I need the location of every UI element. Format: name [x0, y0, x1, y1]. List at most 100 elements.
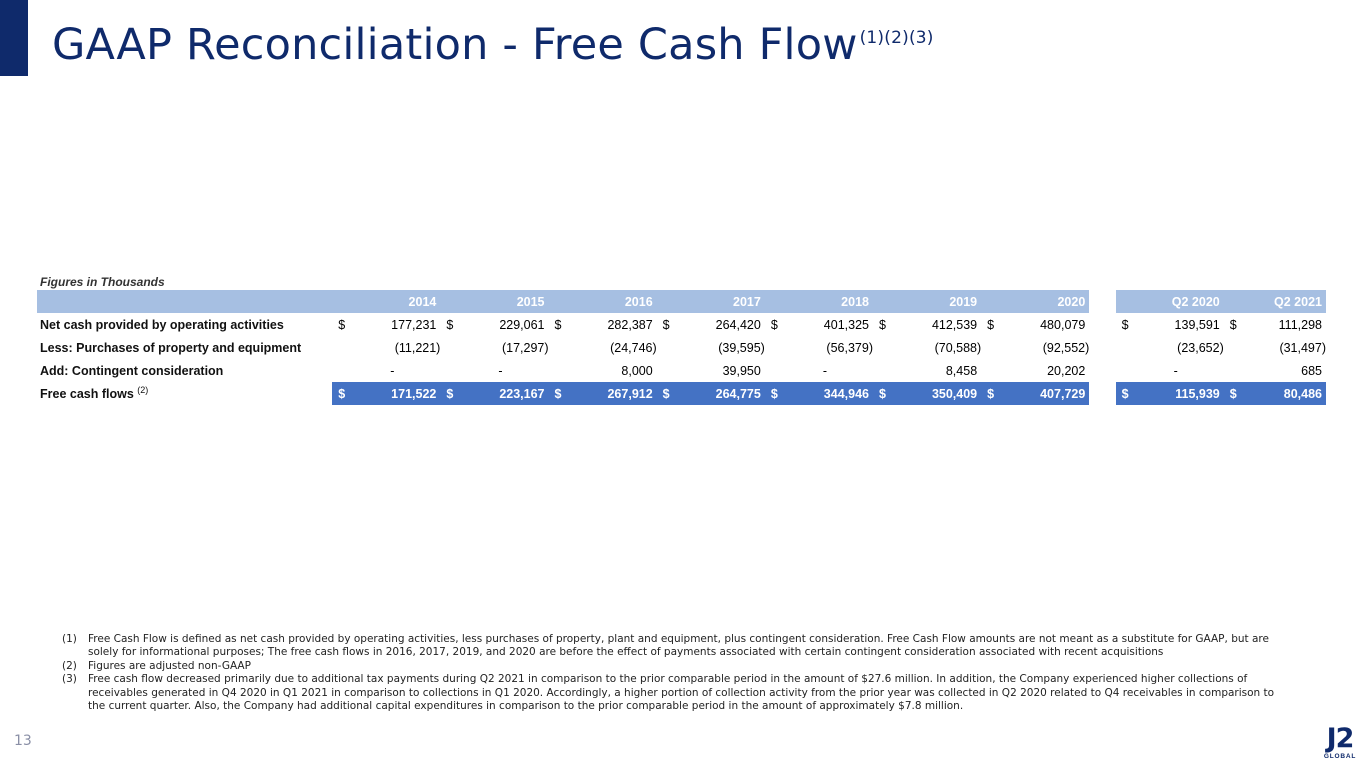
total-value-cell: 267,912	[560, 382, 657, 405]
total-row-label: Free cash flows (2)	[37, 382, 333, 405]
currency-symbol: $	[1229, 317, 1237, 332]
column-gap	[1089, 336, 1115, 359]
header-year: 2018	[764, 290, 873, 313]
value-cell: 401,325	[823, 317, 869, 332]
value-cell: 685	[1301, 363, 1322, 378]
currency-symbol: $	[662, 317, 670, 332]
header-year: 2015	[440, 290, 549, 313]
value-cell: 229,061	[499, 317, 545, 332]
value-cell: 39,950	[722, 363, 761, 378]
header-year: 2014	[332, 290, 441, 313]
currency-symbol: $	[987, 317, 995, 332]
header-year: 2019	[872, 290, 982, 313]
value-cell: (17,297)	[501, 340, 549, 355]
total-value-cell: 344,946	[776, 382, 873, 405]
column-gap	[1089, 290, 1116, 313]
value-cell: 480,079	[1040, 317, 1086, 332]
footnote-number: (1)	[62, 633, 77, 645]
footnote-item: (2) Figures are adjusted non-GAAP	[62, 660, 1282, 673]
table-row: Add: Contingent consideration - - 8,000 …	[37, 359, 1326, 382]
figures-note: Figures in Thousands	[40, 275, 165, 289]
currency-symbol: $	[1115, 382, 1129, 405]
footnotes: (1) Free Cash Flow is defined as net cas…	[62, 633, 1282, 713]
value-cell: (31,497)	[1279, 340, 1326, 355]
currency-symbol: $	[764, 382, 778, 405]
header-year: 2016	[548, 290, 657, 313]
page-title-text: GAAP Reconciliation - Free Cash Flow	[52, 20, 858, 70]
value-cell: 8,458	[945, 363, 978, 378]
header-quarter: Q2 2020	[1115, 290, 1224, 313]
currency-symbol: $	[1223, 382, 1237, 405]
currency-symbol: $	[446, 317, 454, 332]
value-cell: (70,588)	[934, 340, 982, 355]
value-cell: (92,552)	[1042, 340, 1090, 355]
column-gap	[1089, 382, 1116, 405]
value-cell: 111,298	[1278, 317, 1322, 332]
value-cell: 8,000	[621, 363, 653, 378]
value-cell: (39,595)	[718, 340, 765, 355]
header-quarter: Q2 2021	[1223, 290, 1326, 313]
value-cell: 412,539	[931, 317, 978, 332]
footnote-text: Free cash flow decreased primarily due t…	[88, 673, 1275, 713]
total-value-cell: 350,409	[885, 382, 982, 405]
value-cell: -	[498, 363, 503, 378]
free-cash-flow-table: 2014 2015 2016 2017 2018 2019 2020 Q2 20…	[37, 290, 1326, 405]
value-cell: (24,746)	[610, 340, 657, 355]
table-row: Less: Purchases of property and equipmen…	[37, 336, 1326, 359]
value-cell: 282,387	[607, 317, 653, 332]
value-cell: -	[390, 363, 395, 378]
row-label: Less: Purchases of property and equipmen…	[40, 340, 302, 355]
total-value-cell: 264,775	[668, 382, 765, 405]
header-label-cell	[37, 290, 333, 313]
value-cell: (23,652)	[1177, 340, 1224, 355]
footnote-text: Free Cash Flow is defined as net cash pr…	[88, 633, 1269, 659]
value-cell: -	[822, 363, 828, 378]
total-label-text: Free cash flows	[40, 386, 134, 401]
currency-symbol: $	[656, 382, 670, 405]
currency-symbol: $	[548, 382, 561, 405]
column-gap	[1089, 313, 1115, 336]
currency-symbol: $	[554, 317, 562, 332]
title-accent-bar	[0, 0, 28, 76]
footnote-number: (2)	[62, 659, 77, 672]
value-cell: -	[1173, 363, 1178, 378]
footnote-number: (3)	[62, 673, 77, 686]
currency-symbol: $	[981, 382, 994, 405]
currency-symbol: $	[338, 317, 346, 332]
total-row: Free cash flows (2) $ 171,522 $ 223,167 …	[37, 382, 1326, 405]
logo-mark: J2	[1326, 723, 1355, 754]
value-cell: 177,231	[391, 317, 437, 332]
total-value-cell: 223,167	[452, 382, 549, 405]
header-year: 2017	[656, 290, 765, 313]
footnote-item: (3) Free cash flow decreased primarily d…	[62, 673, 1282, 713]
value-cell: (56,379)	[826, 340, 873, 355]
title-footnote-refs: (1)(2)(3)	[859, 28, 934, 48]
row-label: Add: Contingent consideration	[40, 363, 224, 378]
page-number: 13	[14, 733, 32, 749]
currency-symbol: $	[872, 382, 886, 405]
currency-symbol: $	[770, 317, 778, 332]
logo-wordmark: GLOBAL	[1323, 753, 1357, 760]
total-value-cell: 115,939	[1127, 382, 1224, 405]
value-cell: 139,591	[1174, 317, 1220, 332]
currency-symbol: $	[440, 382, 453, 405]
total-value-cell: 171,522	[344, 382, 441, 405]
column-gap	[1089, 359, 1115, 382]
header-year: 2020	[981, 290, 1090, 313]
total-footnote-ref: (2)	[137, 384, 149, 395]
currency-symbol: $	[878, 317, 886, 332]
j2-global-logo: J2 GLOBAL	[1318, 724, 1362, 764]
table-header-row: 2014 2015 2016 2017 2018 2019 2020 Q2 20…	[37, 290, 1326, 313]
footnote-item: (1) Free Cash Flow is defined as net cas…	[62, 633, 1282, 660]
value-cell: 264,420	[715, 317, 761, 332]
currency-symbol: $	[1121, 317, 1129, 332]
table-row: Net cash provided by operating activitie…	[37, 313, 1326, 336]
value-cell: 20,202	[1047, 363, 1086, 378]
row-label: Net cash provided by operating activitie…	[40, 317, 284, 332]
value-cell: (11,221)	[394, 340, 441, 355]
total-value-cell: 80,486	[1235, 382, 1326, 405]
currency-symbol: $	[332, 382, 345, 405]
page-title: GAAP Reconciliation - Free Cash Flow (1)(…	[52, 20, 934, 70]
footnote-text: Figures are adjusted non-GAAP	[88, 659, 251, 672]
total-value-cell: 407,729	[993, 382, 1090, 405]
